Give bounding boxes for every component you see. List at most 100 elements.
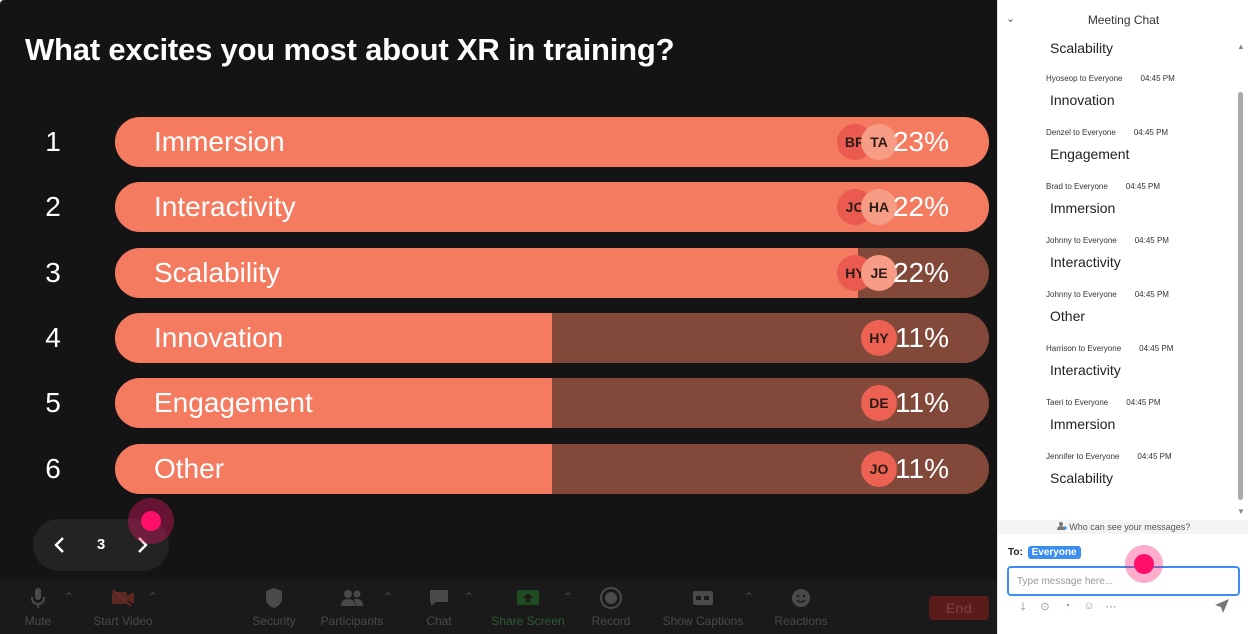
chat-message-sender: Johnny to Everyone (1046, 236, 1117, 245)
chat-message-meta: Johnny to Everyone 04:45 PM (1046, 236, 1169, 245)
more-icon[interactable]: ⋯ (1105, 601, 1117, 613)
recipient-selector: To: Everyone (1008, 546, 1081, 559)
option-bar-fill (115, 313, 552, 363)
start-video-button[interactable]: Start Video (88, 584, 158, 632)
chat-message-meta: Jennifer to Everyone 04:45 PM (1046, 452, 1172, 461)
scroll-down-icon[interactable]: ▼ (1237, 507, 1245, 516)
poll-question: What excites you most about XR in traini… (25, 32, 675, 67)
chat-message-text: Engagement (1050, 146, 1130, 162)
option-percent: 11% (895, 387, 949, 418)
chat-message-text: Other (1050, 308, 1086, 324)
option-rank: 3 (45, 257, 61, 288)
voter-avatar: DE (861, 385, 897, 421)
previous-slide-button[interactable] (39, 519, 79, 571)
participants-button[interactable]: Participants (316, 584, 388, 632)
option-percent: 22% (892, 257, 949, 288)
option-percent: 22% (892, 191, 949, 222)
chat-message-time: 04:45 PM (1140, 74, 1175, 83)
chat-message-sender: Harrison to Everyone (1046, 344, 1122, 353)
slide-navigator: 3 (33, 519, 169, 571)
chat-message-sender: Johnny to Everyone (1046, 290, 1117, 299)
chat-options-caret[interactable]: ⌃ (463, 590, 475, 604)
chat-message-text: Innovation (1050, 92, 1115, 108)
captions-icon (693, 591, 713, 605)
chat-message-text: Interactivity (1050, 362, 1121, 378)
security-button[interactable]: Security (248, 584, 300, 632)
option-bar: Innovation HY 11% (115, 313, 989, 363)
chat-message-text: Scalability (1050, 40, 1114, 56)
voter-avatar: HY (861, 320, 897, 356)
chat-message-meta: Brad to Everyone 04:45 PM (1046, 182, 1160, 191)
end-meeting-button[interactable]: End (929, 596, 989, 620)
touch-indicator (128, 498, 174, 544)
option-bar-fill (115, 248, 858, 298)
chat-message-text: Immersion (1050, 200, 1116, 216)
reactions-button[interactable]: Reactions (770, 584, 832, 632)
chat-message-input[interactable] (1007, 566, 1240, 596)
voter-avatar: JO (861, 451, 897, 487)
show-captions-label: Show Captions (662, 614, 744, 628)
reactions-label: Reactions (774, 614, 828, 628)
poll-option-row: 5 Engagement DE 11% (0, 378, 997, 428)
meeting-toolbar: Mute ⌃ Start Video ⌃ Security Participan… (0, 580, 997, 634)
chat-message-sender: Brad to Everyone (1046, 182, 1108, 191)
chevron-down-icon[interactable]: ⌄ (1006, 13, 1016, 25)
who-can-see-link[interactable]: Who can see your messages? (998, 520, 1248, 534)
poll-option-row: 4 Innovation HY 11% (0, 313, 997, 363)
chevron-left-icon (54, 537, 64, 553)
file-icon[interactable]: ◔ (1063, 600, 1071, 612)
chat-message-meta: Harrison to Everyone 04:45 PM (1046, 344, 1173, 353)
chat-header: ⌄ Meeting Chat (998, 0, 1248, 40)
chat-message-meta: Hyoseop to Everyone 04:45 PM (1046, 74, 1175, 83)
mute-label: Mute (24, 614, 52, 628)
format-icon[interactable]: ⸸ (1020, 602, 1026, 614)
audio-options-caret[interactable]: ⌃ (63, 590, 75, 604)
chat-message-meta: Johnny to Everyone 04:45 PM (1046, 290, 1169, 299)
option-bar: Other JO 11% (115, 444, 989, 494)
emoji-icon[interactable]: ☺ (1083, 600, 1095, 612)
voter-avatars: HY (861, 320, 897, 356)
screenshot-icon[interactable]: ⊙ (1040, 601, 1050, 613)
chat-message-text: Immersion (1050, 416, 1116, 432)
participants-options-caret[interactable]: ⌃ (382, 590, 394, 604)
share-options-caret[interactable]: ⌃ (562, 590, 574, 604)
mute-button[interactable]: Mute (20, 584, 56, 632)
option-percent: 23% (892, 126, 949, 157)
chat-message-time: 04:45 PM (1126, 398, 1161, 407)
send-icon (1215, 599, 1229, 613)
record-button[interactable]: Record (588, 584, 634, 632)
video-options-caret[interactable]: ⌃ (147, 590, 159, 604)
option-label: Scalability (154, 257, 281, 288)
option-rank: 2 (45, 191, 61, 222)
chat-message-time: 04:45 PM (1125, 182, 1161, 191)
scroll-up-icon[interactable]: ▲ (1237, 42, 1245, 51)
poll-results-slide: What excites you most about XR in traini… (0, 0, 997, 580)
record-label: Record (591, 614, 631, 628)
option-rank: 4 (45, 322, 61, 353)
option-bar: Immersion BR TA 23% (115, 117, 989, 167)
chat-button[interactable]: Chat (420, 584, 458, 632)
show-captions-button[interactable]: Show Captions (656, 584, 750, 632)
poll-option-row: 3 Scalability HY JE 22% (0, 248, 997, 298)
chat-message-sender: Hyoseop to Everyone (1046, 74, 1123, 83)
share-screen-button[interactable]: Share Screen (486, 584, 570, 632)
option-bar: Interactivity JO HA 22% (115, 182, 989, 232)
captions-options-caret[interactable]: ⌃ (743, 590, 755, 604)
recipient-dropdown[interactable]: Everyone (1027, 546, 1081, 559)
chat-message-sender: Taeri to Everyone (1046, 398, 1109, 407)
chat-message-list[interactable]: Scalability Hyoseop to Everyone 04:45 PM I… (998, 36, 1248, 520)
next-slide-button[interactable] (123, 519, 163, 571)
shield-icon (266, 588, 282, 608)
option-rank: 5 (45, 387, 61, 418)
chat-message-text: Interactivity (1050, 254, 1121, 270)
meeting-chat-panel: ⌄ Meeting Chat Scalability Hyoseop to Ev… (997, 0, 1248, 634)
send-button[interactable] (1214, 598, 1232, 616)
start-video-label: Start Video (93, 614, 153, 628)
chat-message-time: 04:45 PM (1134, 236, 1169, 245)
chat-message-meta: Denzel to Everyone 04:45 PM (1046, 128, 1168, 137)
touch-indicator (1125, 545, 1163, 583)
security-label: Security (252, 614, 296, 628)
who-can-see-label: Who can see your messages? (1069, 522, 1191, 532)
option-percent: 11% (895, 322, 949, 353)
chat-scrollbar[interactable] (1238, 92, 1243, 500)
